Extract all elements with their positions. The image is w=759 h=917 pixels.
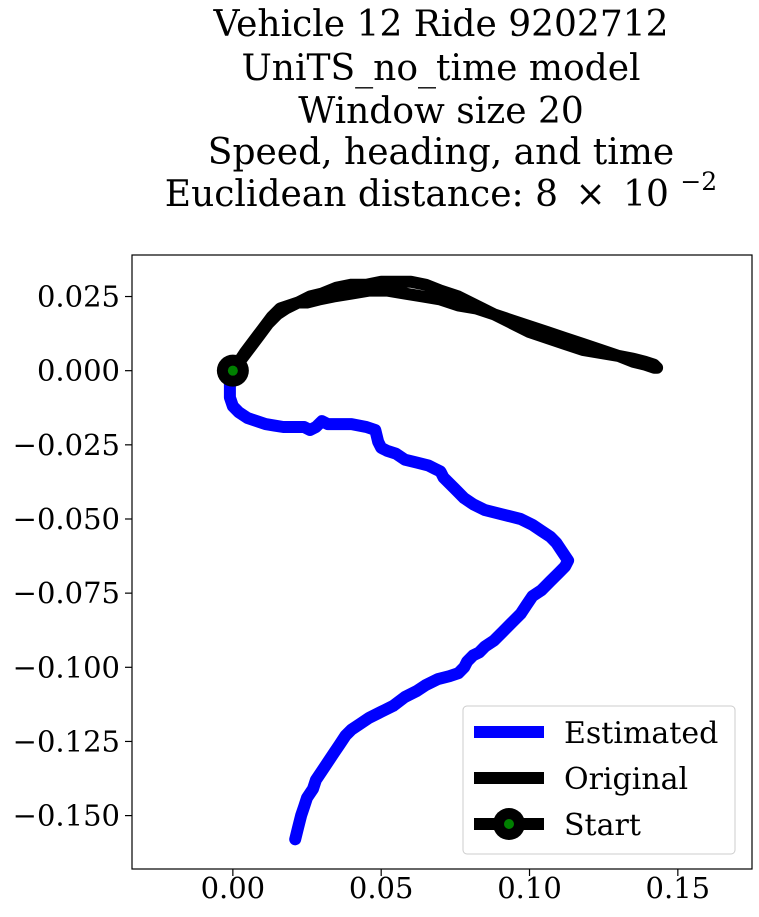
x-axis: 0.00 0.05 0.10 0.15 xyxy=(201,869,711,905)
title-distance-prefix: Euclidean distance: 8 xyxy=(165,174,558,215)
x-tick-label: 0.15 xyxy=(646,871,711,905)
x-tick-label: 0.10 xyxy=(497,871,562,905)
y-tick-label: 0.025 xyxy=(37,280,120,314)
title-distance-base: 10 xyxy=(623,174,669,215)
legend-label-start: Start xyxy=(564,808,641,843)
title-distance-times: × xyxy=(575,174,605,215)
series-line-original xyxy=(226,275,664,377)
start-marker-center xyxy=(227,365,238,376)
y-tick-label: −0.150 xyxy=(13,799,120,833)
y-tick-label: −0.025 xyxy=(13,428,120,462)
title-distance-exp: −2 xyxy=(680,167,717,196)
x-tick-label: 0.00 xyxy=(201,871,266,905)
y-tick-label: −0.050 xyxy=(13,502,120,536)
legend: Estimated Original Start xyxy=(462,705,736,855)
y-tick-label: −0.100 xyxy=(13,650,120,684)
title-line-2: UniTS_no_time model xyxy=(241,48,640,89)
title-line-1: Vehicle 12 Ride 9202712 xyxy=(212,4,668,45)
legend-swatch-start-dot xyxy=(504,819,514,829)
legend-box xyxy=(462,705,736,855)
y-tick-label: 0.000 xyxy=(37,354,120,388)
y-tick-label: −0.125 xyxy=(13,724,120,758)
title-line-3: Window size 20 xyxy=(298,91,584,132)
series-layer xyxy=(216,275,664,846)
title-line-5: Euclidean distance: 8 × 10 −2 xyxy=(165,167,717,215)
title-line-4: Speed, heading, and time xyxy=(208,132,674,173)
legend-label-original: Original xyxy=(564,762,688,797)
y-axis: 0.025 0.000 −0.025 −0.050 −0.075 −0.100 −0.125… xyxy=(13,280,132,833)
y-tick-label: −0.075 xyxy=(13,576,120,610)
plot-area-frame xyxy=(131,254,753,870)
x-tick-label: 0.05 xyxy=(349,871,414,905)
chart-title: Vehicle 12 Ride 9202712 UniTS_no_time mo… xyxy=(165,4,717,215)
series-line-estimated xyxy=(223,364,575,846)
legend-label-estimated: Estimated xyxy=(564,716,718,751)
